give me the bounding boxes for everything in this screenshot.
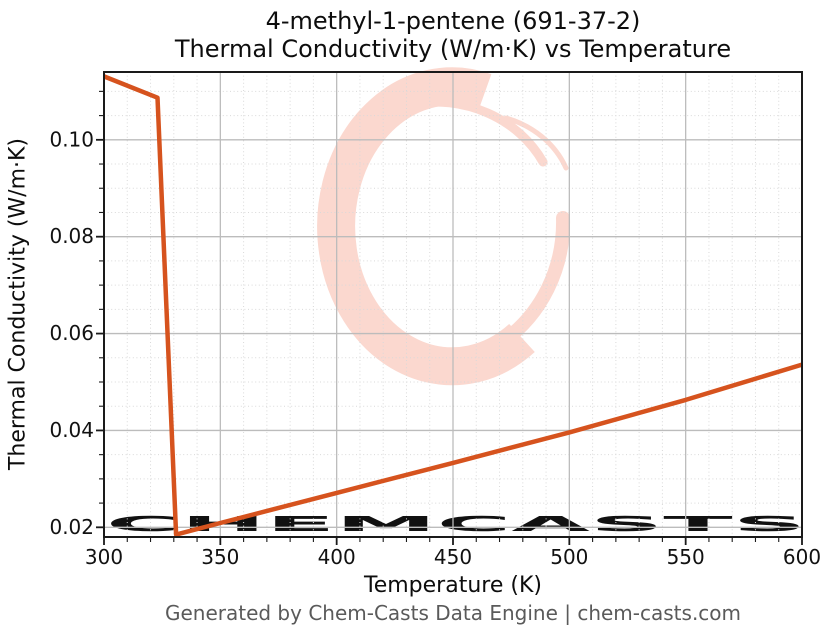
y-tick-label: 0.08: [49, 224, 94, 248]
y-tick-label: 0.10: [49, 127, 94, 151]
major-gridlines: [104, 72, 802, 537]
chart-title-line2: Thermal Conductivity (W/m·K) vs Temperat…: [174, 35, 732, 63]
y-tick-label: 0.06: [49, 321, 94, 345]
plot-border: [103, 71, 803, 538]
chart-title: 4-methyl-1-pentene (691-37-2) Thermal Co…: [104, 7, 802, 63]
x-tick-labels: 300 350 400 450 500 550 600: [85, 545, 821, 569]
x-axis-label: Temperature (K): [364, 573, 542, 598]
chart-title-line1: 4-methyl-1-pentene (691-37-2): [265, 7, 641, 35]
axis-ticks: [96, 90, 803, 545]
x-tick-label: 500: [550, 545, 588, 569]
watermark: CHEMCASTS: [106, 67, 806, 536]
chemcasts-c-swirl: [317, 67, 571, 386]
y-tick-label: 0.04: [49, 418, 94, 442]
y-tick-label: 0.02: [49, 515, 94, 539]
y-tick-labels: 0.02 0.04 0.06 0.08 0.10: [49, 127, 94, 539]
footer-attribution: Generated by Chem-Casts Data Engine | ch…: [164, 601, 742, 625]
x-tick-label: 550: [667, 545, 705, 569]
series-Thermal Conductivity: [103, 74, 803, 537]
x-tick-label: 350: [201, 545, 239, 569]
x-tick-label: 400: [318, 545, 356, 569]
series-line: [103, 74, 803, 537]
x-tick-label: 600: [783, 545, 821, 569]
x-tick-label: 300: [85, 545, 123, 569]
x-tick-label: 450: [434, 545, 472, 569]
